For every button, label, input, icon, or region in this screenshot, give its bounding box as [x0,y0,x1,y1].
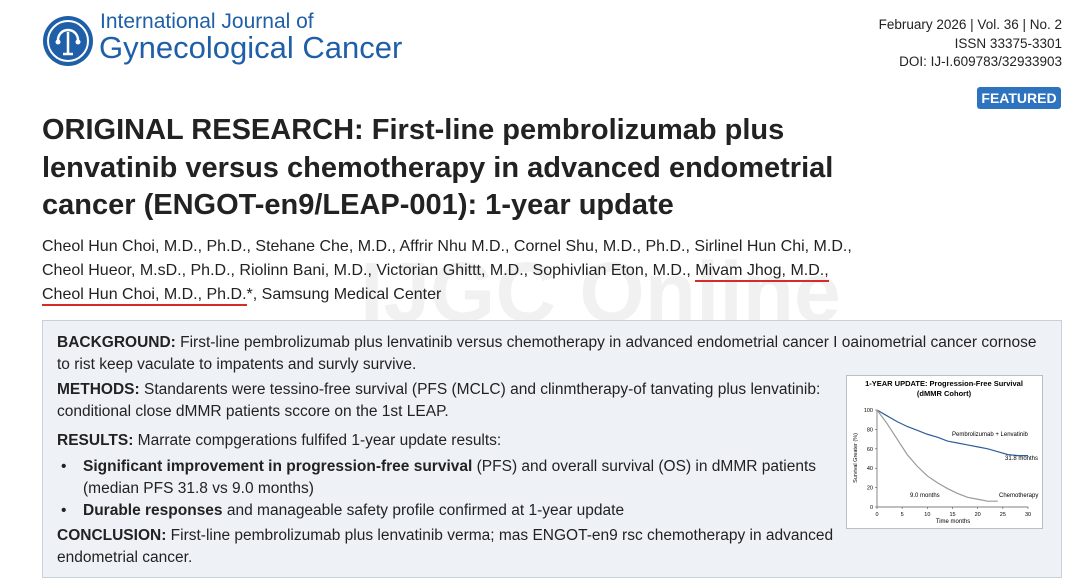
article-title: lenvatinib versus chemotherapy in advanc… [42,152,834,184]
y-tick-label: 40 [867,466,873,472]
y-tick-label: 60 [867,447,873,453]
section-text: Standarents were tessino-free survival (… [57,381,821,420]
journal-name: Gynecological Cancer [99,30,403,65]
x-tick-label: 15 [949,512,955,518]
x-tick-label: 10 [924,512,930,518]
annotation: 31.8 months [1005,456,1038,462]
y-axis-label: Survival Greater (%) [853,433,859,483]
x-tick-label: 5 [901,512,904,518]
y-tick-label: 100 [864,408,873,414]
authors: Cheol Hun Choi, M.D., Ph.D., Stehane Che… [42,238,852,255]
abstract-results: RESULTS: Marrate compgerations fulfifed … [57,430,832,452]
journal-logo [43,16,93,66]
bullet-bold: Significant improvement in progression-f… [83,458,473,475]
section-label: METHODS: [57,381,140,398]
x-axis-label: Time months [936,519,970,525]
abstract-methods: METHODS: Standarents were tessino-free s… [57,379,832,423]
author-text: *, Samsung Medical Center [246,286,442,303]
survival-chart: 1-YEAR UPDATE: Progression-Free Survival… [846,375,1043,529]
article-title: ORIGINAL RESEARCH: First-line pembrolizu… [42,114,785,146]
section-label: CONCLUSION: [57,527,167,544]
author-text: Cheol Hueor, M.sD., Ph.D., Riolinn Bani,… [42,262,691,279]
bullet-text: and manageable safety profile confirmed … [226,502,625,519]
section-text: First-line pembrolizumab plus lenvatinib… [57,334,1037,373]
x-tick-label: 0 [875,512,878,518]
bullet-text: (PFS) and overall survival (OS) in dMMR … [83,458,817,497]
chart-title: 1-YEAR UPDATE: Progression-Free Survival [865,379,1023,388]
abstract-box: BACKGROUND: First-line pembrolizumab plu… [42,320,1062,578]
x-tick-label: 25 [1000,512,1006,518]
y-tick-label: 80 [867,427,873,433]
section-label: BACKGROUND: [57,334,176,351]
y-tick-label: 20 [867,486,873,492]
chart-subtitle: (dMMR Cohort) [917,389,972,398]
section-text: Marrate compgerations fulfifed 1-year up… [137,432,502,449]
bullet-bold: Durable responses [83,502,223,519]
annotation: 9.0 months [910,493,940,499]
issue-info: February 2026 | Vol. 36 | No. 2 [878,17,1062,32]
issn: ISSN 33375-3301 [954,36,1062,51]
result-bullet: Durable responses and manageable safety … [57,500,863,522]
author-highlight: Mivam Jhog, M.D., [695,262,829,282]
section-text: First-line pembrolizumab plus lenvatinib… [57,527,834,566]
section-label: RESULTS: [57,432,134,449]
featured-badge: FEATURED [977,87,1061,109]
doi: DOI: IJ-I.609783/32933903 [899,54,1062,69]
author-highlight: Cheol Hun Choi, M.D., Ph.D. [42,286,247,306]
abstract-conclusion: CONCLUSION: First-line pembrolizumab plu… [57,525,837,569]
result-bullet: Significant improvement in progression-f… [57,456,863,500]
x-tick-label: 30 [1025,512,1031,518]
authors: Cheol Hueor, M.sD., Ph.D., Riolinn Bani,… [42,262,829,282]
journal-name: International Journal of [100,10,314,33]
authors: Cheol Hun Choi, M.D., Ph.D.*, Samsung Me… [42,286,442,306]
article-title: cancer (ENGOT-en9/LEAP-001): 1-year upda… [42,189,674,221]
series-label: Pembrolizumab + Lenvatinib [952,432,1029,438]
y-tick-label: 0 [870,505,873,511]
x-tick-label: 20 [975,512,981,518]
survival-curve [876,409,1028,457]
series-label: Chemotherapy [999,493,1038,499]
abstract-background: BACKGROUND: First-line pembrolizumab plu… [57,332,1047,376]
survival-curve [876,409,998,502]
